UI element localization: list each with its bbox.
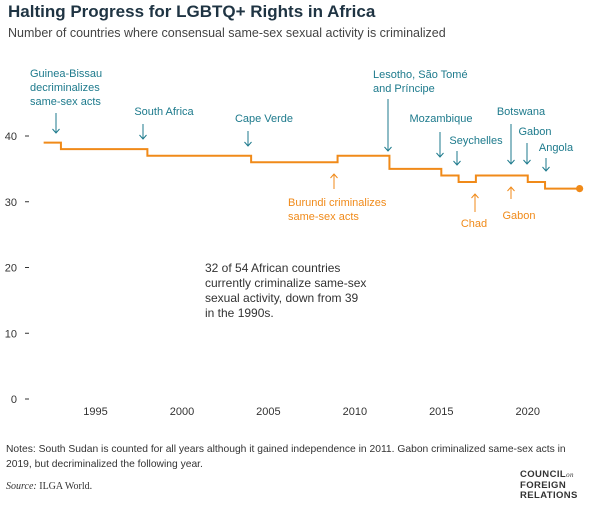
y-tick-label: 10 <box>5 328 17 340</box>
y-tick-label: 20 <box>5 263 17 275</box>
page-subtitle: Number of countries where consensual sam… <box>8 26 446 40</box>
annotation-label: Burundi criminalizes <box>288 197 387 209</box>
annotation-label: Mozambique <box>410 113 473 125</box>
x-tick-label: 2000 <box>170 406 194 418</box>
annotation-arrowhead <box>436 152 444 158</box>
annotation-label: and Príncipe <box>373 83 435 95</box>
annotation-arrowhead <box>384 146 392 152</box>
callout-text: sexual activity, down from 39 <box>205 291 359 305</box>
annotation-arrowhead <box>471 193 479 199</box>
logo-line-3: RELATIONS <box>520 490 578 501</box>
annotation-label: Seychelles <box>449 135 503 147</box>
annotation-label: South Africa <box>134 106 194 118</box>
annotation-label: Lesotho, São Tomé <box>373 69 468 81</box>
logo-on: on <box>566 471 574 479</box>
chart-notes: Notes: South Sudan is counted for all ye… <box>6 444 566 470</box>
annotation-label: Gabon <box>502 210 535 222</box>
annotation-label: Guinea-Bissau <box>30 68 102 80</box>
annotation-arrowhead <box>507 159 515 165</box>
logo-line-1: COUNCIL <box>520 469 567 480</box>
annotation-label: decriminalizes <box>30 82 100 94</box>
source-text: ILGA World. <box>39 481 93 492</box>
callout-text: currently criminalize same-sex <box>205 276 366 290</box>
callout-text: in the 1990s. <box>205 306 274 320</box>
x-tick-label: 2020 <box>516 406 540 418</box>
x-tick-label: 2005 <box>256 406 280 418</box>
annotation-arrowhead <box>139 134 147 140</box>
callout-text: 32 of 54 African countries <box>205 261 340 275</box>
x-tick-label: 2010 <box>343 406 367 418</box>
end-point <box>576 185 584 193</box>
annotation-label: Chad <box>461 218 487 230</box>
y-tick-label: 0 <box>11 394 17 406</box>
annotation-arrowhead <box>523 159 531 165</box>
annotation-label: same-sex acts <box>30 96 101 108</box>
annotation-label: Cape Verde <box>235 113 293 125</box>
page-title: Halting Progress for LGBTQ+ Rights in Af… <box>8 2 376 21</box>
annotation-arrowhead <box>453 160 461 166</box>
annotation-label: Gabon <box>518 126 551 138</box>
annotation-arrowhead <box>244 141 252 147</box>
y-tick-label: 40 <box>5 131 17 143</box>
annotation-arrowhead <box>52 128 60 134</box>
annotation-arrowhead <box>507 186 515 192</box>
x-tick-label: 1995 <box>83 406 107 418</box>
annotation-arrowhead <box>330 173 338 179</box>
logo-line-2: FOREIGN <box>520 479 567 491</box>
annotation-label: Botswana <box>497 106 546 118</box>
cfr-logo: COUNCILon FOREIGN RELATIONS <box>520 469 590 502</box>
annotation-label: Angola <box>539 142 574 154</box>
annotation-label: same-sex acts <box>288 211 359 223</box>
chart: 0 10 20 30 40 1995 2000 2005 2010 2015 2020 Guinea-… <box>5 68 584 418</box>
series-line <box>43 141 580 190</box>
source-label: Source: <box>6 481 37 492</box>
chart-source: Source: ILGA World. <box>6 481 92 492</box>
annotation-arrowhead <box>542 166 550 172</box>
x-tick-label: 2015 <box>429 406 453 418</box>
y-tick-label: 30 <box>5 197 17 209</box>
